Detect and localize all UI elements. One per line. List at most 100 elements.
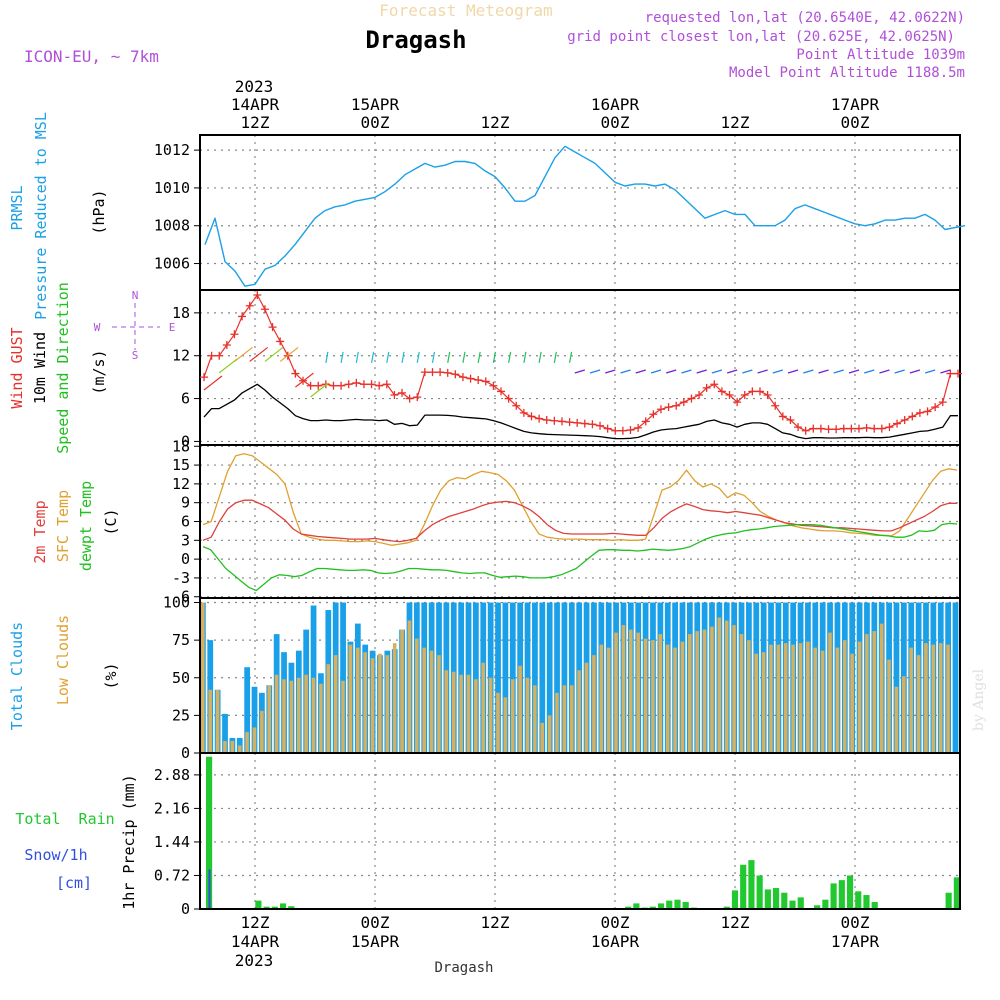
- y-tick-label: 1012: [154, 141, 190, 159]
- rain-bar: [255, 900, 262, 909]
- wind-line: [203, 383, 958, 440]
- gust-marker: [222, 341, 231, 349]
- low-cloud-bar: [237, 745, 242, 753]
- wind-panel: 0 6 12 18: [172, 289, 962, 450]
- low-cloud-bar: [695, 631, 699, 753]
- rain-bar: [682, 902, 689, 909]
- bottom-date-label: 17APR: [831, 932, 880, 951]
- rain-bar: [953, 877, 960, 909]
- top-date-label: 14APR: [231, 95, 280, 114]
- wind-arrow: [620, 369, 631, 374]
- gust-marker: [672, 401, 681, 410]
- total-cloud-bar: [568, 602, 575, 753]
- low-cloud-bar: [304, 674, 308, 753]
- total-cloud-bar: [532, 602, 538, 753]
- y-tick-label: 1008: [154, 217, 190, 235]
- temp-label-dew: dewpt Temp: [77, 481, 95, 571]
- total-cloud-bar: [893, 602, 900, 753]
- gust-marker: [794, 423, 803, 432]
- rain-bar: [814, 905, 821, 909]
- gust-marker: [809, 424, 818, 433]
- compass-w: W: [94, 321, 101, 334]
- cloud-unit: (%): [102, 662, 120, 689]
- y-tick-label: 25: [172, 706, 190, 724]
- bottom-date-label: 15APR: [351, 932, 400, 951]
- low-cloud-bar: [628, 629, 633, 753]
- low-cloud-bar: [370, 658, 375, 753]
- y-tick-label: 1006: [154, 255, 190, 273]
- wind-arrow: [924, 369, 936, 374]
- gust-marker: [588, 420, 597, 429]
- gust-marker: [733, 398, 742, 407]
- low-cloud-bar: [806, 641, 810, 753]
- low-cloud-bar: [658, 634, 663, 753]
- gust-marker: [695, 391, 704, 399]
- low-cloud-bar: [363, 652, 367, 753]
- low-cloud-bar: [835, 647, 840, 753]
- wind-arrow: [772, 369, 784, 374]
- total-cloud-bar: [546, 602, 553, 753]
- gust-marker: [550, 416, 559, 425]
- requested-coords: requested lon,lat (20.6540E, 42.0622N): [645, 10, 965, 26]
- gust-marker: [618, 426, 627, 435]
- low-cloud-bar: [592, 655, 596, 753]
- gust-marker: [428, 368, 437, 377]
- wind-arrow: [818, 369, 829, 374]
- wind-arrow: [477, 351, 481, 363]
- gust-marker: [748, 387, 757, 396]
- temp-label-2m: 2m Temp: [31, 500, 49, 563]
- gust-marker: [329, 381, 338, 390]
- low-cloud-bar: [651, 640, 655, 753]
- y-tick-label: -3: [172, 569, 190, 587]
- low-cloud-bar: [798, 643, 803, 753]
- y-tick-label: 1.44: [154, 833, 190, 851]
- gust-marker: [771, 401, 780, 410]
- gust-marker: [740, 391, 749, 399]
- bottom-hour-label: 12Z: [721, 913, 750, 932]
- low-cloud-bar: [606, 647, 611, 753]
- rain-bar: [649, 906, 656, 909]
- low-cloud-bar: [451, 671, 456, 753]
- wind-arrow: [462, 351, 466, 363]
- panel-frame: [199, 752, 961, 910]
- gust-marker: [458, 373, 467, 382]
- gust-marker: [238, 312, 247, 321]
- total-cloud-bar: [473, 602, 479, 753]
- location-title: Dragash: [365, 26, 466, 54]
- gust-marker: [870, 424, 879, 433]
- wind-arrow: [742, 369, 753, 374]
- low-cloud-bar: [230, 740, 235, 753]
- low-cloud-bar: [769, 644, 773, 753]
- gust-marker: [390, 391, 399, 399]
- compass-rose: N W E S: [94, 289, 176, 362]
- y-tick-label: 50: [172, 669, 190, 687]
- gust-marker: [344, 380, 353, 389]
- bottom-hour-label: 12Z: [241, 913, 270, 932]
- low-cloud-bar: [643, 638, 648, 753]
- top-date-label: 16APR: [591, 95, 640, 114]
- total-cloud-bar: [340, 602, 346, 753]
- gust-marker: [215, 351, 224, 360]
- wind-arrow: [681, 369, 692, 374]
- wind-arrow: [401, 351, 405, 363]
- pressure-label-msl: Pressure Reduced to MSL: [32, 112, 50, 320]
- wind-arrow: [325, 351, 329, 363]
- pressure-line: [204, 145, 966, 287]
- low-cloud-bar: [614, 632, 618, 753]
- gust-marker: [466, 374, 475, 383]
- y-tick-label: 2.16: [154, 799, 190, 817]
- wind-arrow: [605, 369, 616, 374]
- low-cloud-bar: [319, 683, 323, 753]
- top-hour-label: 12Z: [481, 113, 510, 132]
- low-cloud-bar: [466, 674, 471, 753]
- low-cloud-bar: [518, 665, 522, 753]
- low-cloud-bar: [201, 602, 205, 753]
- rain-bar: [633, 903, 640, 909]
- gust-marker: [573, 418, 582, 427]
- low-cloud-bar: [717, 617, 722, 753]
- gust-marker: [474, 376, 483, 384]
- low-cloud-bar: [887, 659, 891, 753]
- gust-marker: [398, 388, 407, 397]
- low-cloud-bar: [702, 629, 707, 753]
- gust-marker: [527, 412, 536, 421]
